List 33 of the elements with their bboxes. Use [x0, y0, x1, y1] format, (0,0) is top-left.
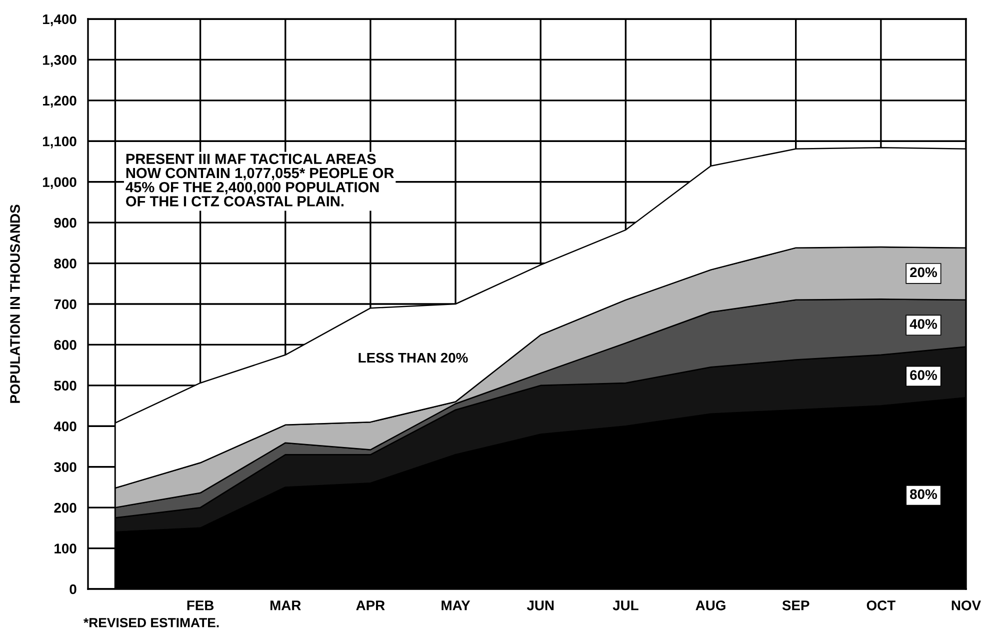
x-tick-label: JUL	[612, 600, 638, 610]
y-tick-label: 200	[54, 502, 76, 513]
y-tick-label: 1,300	[43, 55, 76, 67]
y-tick-label: 1,200	[43, 96, 76, 108]
series-label: 80%	[910, 489, 937, 500]
x-tick-label: MAR	[270, 600, 301, 610]
x-tick-label: FEB	[187, 600, 214, 610]
y-tick-label: 700	[54, 299, 76, 310]
x-tick-label: JUN	[526, 600, 554, 610]
series-label: 20%	[910, 267, 937, 278]
text: *REVISED ESTIMATE.	[84, 618, 219, 628]
y-tick-label: 500	[54, 380, 76, 391]
x-tick-label: AUG	[696, 600, 726, 610]
y-tick-label: 400	[54, 421, 76, 432]
series-label: 40%	[910, 319, 937, 329]
series-label: 60%	[910, 370, 937, 380]
y-tick-label: 100	[54, 544, 76, 554]
x-tick-label: NOV	[952, 600, 981, 610]
y-tick-label: 800	[54, 258, 76, 268]
annotation: PRESENT III MAF TACTICAL AREAS NOW CONTAIN 1,077,055* PEOPLE OR 45% OF THE 2,400,000 POPULATION OF THE I CTZ COASTAL PLAIN.	[126, 154, 394, 206]
x-tick-label: OCT	[866, 600, 896, 610]
series-label: LESS THAN 20%	[358, 352, 468, 363]
x-tick-label: SEP	[782, 600, 810, 610]
y-tick-label: 600	[54, 340, 76, 350]
y-tick-label: 1,000	[43, 177, 76, 190]
x-tick-label: APR	[356, 600, 385, 610]
y-tick-label: 900	[54, 218, 76, 228]
y-axis-title: POPULATION IN THOUSANDS	[10, 204, 20, 403]
y-tick-label: 0	[70, 584, 76, 594]
y-tick-label: 1,100	[43, 136, 76, 148]
y-tick-label: 1,400	[43, 14, 76, 26]
x-tick-label: MAY	[442, 600, 470, 610]
y-tick-label: 300	[54, 462, 76, 472]
